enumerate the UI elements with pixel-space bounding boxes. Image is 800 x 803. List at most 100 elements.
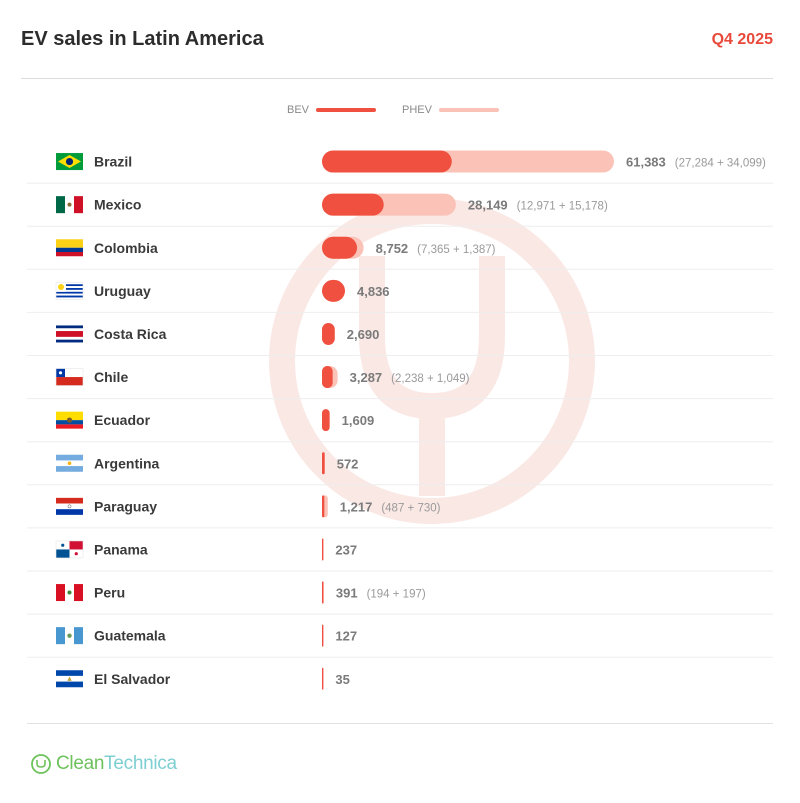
flag-colombia-part bbox=[56, 247, 83, 252]
legend-label-phev: PHEV bbox=[402, 104, 432, 116]
breakdown-label-chile: (2,238 + 1,049) bbox=[391, 373, 469, 385]
flag-ecuador-part bbox=[56, 411, 83, 421]
flag-uruguay-part bbox=[58, 284, 64, 291]
country-label-ecuador: Ecuador bbox=[94, 412, 151, 428]
bar-bev-colombia bbox=[322, 236, 358, 259]
header-divider bbox=[21, 78, 773, 79]
flag-mexico-part bbox=[74, 196, 83, 214]
total-label-uruguay: 4,836 bbox=[357, 284, 390, 299]
country-label-brazil: Brazil bbox=[94, 154, 132, 170]
flag-guatemala-part bbox=[74, 627, 83, 645]
flag-guatemala-part bbox=[67, 633, 72, 638]
flag-costa-rica-part bbox=[56, 331, 83, 337]
flag-uruguay-part bbox=[56, 289, 83, 292]
total-label-el-salvador: 35 bbox=[335, 672, 349, 687]
flag-uruguay-part bbox=[56, 288, 83, 290]
flag-uruguay-part bbox=[56, 293, 83, 296]
country-label-mexico: Mexico bbox=[94, 197, 141, 213]
total-label-peru: 391 bbox=[336, 586, 358, 601]
flag-peru-part bbox=[74, 584, 83, 602]
flag-chile-part bbox=[56, 368, 83, 378]
breakdown-label-paraguay: (487 + 730) bbox=[381, 502, 440, 514]
total-label-panama: 237 bbox=[335, 542, 357, 557]
flag-panama-part bbox=[74, 552, 78, 556]
total-label-costa-rica: 2,690 bbox=[347, 327, 380, 342]
footer-divider bbox=[27, 723, 773, 724]
flag-colombia-part bbox=[56, 239, 83, 248]
flag-argentina-part bbox=[56, 454, 83, 461]
legend-label-bev: BEV bbox=[287, 104, 310, 116]
total-label-mexico: 28,149 bbox=[468, 198, 508, 213]
flag-ecuador-part bbox=[66, 417, 73, 423]
flag-el-salvador-part bbox=[56, 681, 83, 688]
brand-name: CleanTechnica bbox=[56, 753, 177, 775]
flag-el-salvador-part bbox=[67, 676, 72, 681]
legend-swatch-bev bbox=[316, 108, 377, 112]
flag-ecuador-part bbox=[56, 424, 83, 429]
country-label-peru: Peru bbox=[94, 585, 125, 601]
bar-bev-ecuador bbox=[322, 409, 330, 432]
flag-argentina-part bbox=[67, 461, 72, 466]
country-label-argentina: Argentina bbox=[94, 455, 160, 471]
bar-bev-brazil bbox=[322, 150, 452, 173]
total-label-chile: 3,287 bbox=[350, 370, 383, 385]
legend-item-phev: PHEV bbox=[402, 104, 499, 116]
bar-bev-uruguay bbox=[322, 279, 346, 302]
brand-part1: Clean bbox=[56, 753, 105, 774]
bar-chart: Brazil 61,383 (27,284 + 34,099) Mexico 28,14… bbox=[27, 150, 773, 690]
bar-bev-costa-rica bbox=[322, 322, 335, 345]
country-label-costa-rica: Costa Rica bbox=[94, 326, 167, 342]
country-label-panama: Panama bbox=[94, 541, 148, 557]
flag-el-salvador-part bbox=[56, 670, 83, 676]
flag-uruguay-part bbox=[56, 282, 83, 285]
total-label-ecuador: 1,609 bbox=[342, 413, 375, 428]
country-label-guatemala: Guatemala bbox=[94, 628, 166, 644]
bar-bev-panama bbox=[322, 538, 324, 561]
bar-bev-peru bbox=[322, 581, 324, 604]
flag-mexico-part bbox=[56, 196, 65, 214]
total-label-argentina: 572 bbox=[337, 456, 359, 471]
breakdown-label-colombia: (7,365 + 1,387) bbox=[417, 244, 495, 256]
legend-item-bev: BEV bbox=[287, 104, 377, 116]
country-label-colombia: Colombia bbox=[94, 240, 158, 256]
bar-bev-mexico bbox=[322, 193, 384, 216]
flag-argentina-part bbox=[56, 466, 83, 472]
flag-paraguay-part bbox=[56, 503, 83, 510]
country-label-chile: Chile bbox=[94, 369, 128, 385]
flag-chile-part bbox=[56, 377, 83, 386]
flag-guatemala-part bbox=[56, 627, 65, 645]
flag-costa-rica-part bbox=[56, 325, 83, 329]
flag-uruguay-part bbox=[56, 297, 83, 300]
flag-uruguay-part bbox=[56, 284, 83, 287]
brand-part2: Technica bbox=[104, 753, 177, 774]
breakdown-label-mexico: (12,971 + 15,178) bbox=[517, 201, 608, 213]
flag-panama-part bbox=[56, 549, 70, 558]
flag-brazil-part bbox=[65, 157, 74, 166]
flag-paraguay-part bbox=[56, 509, 83, 515]
breakdown-label-peru: (194 + 197) bbox=[367, 589, 426, 601]
period-label: Q4 2025 bbox=[711, 31, 773, 48]
bar-bev-argentina bbox=[322, 452, 325, 475]
total-label-paraguay: 1,217 bbox=[340, 499, 373, 514]
breakdown-label-brazil: (27,284 + 34,099) bbox=[675, 158, 766, 170]
total-label-brazil: 61,383 bbox=[626, 155, 666, 170]
flag-paraguay-part bbox=[56, 497, 83, 504]
flag-panama-part bbox=[55, 540, 84, 559]
flag-panama-part bbox=[61, 543, 65, 547]
flag-uruguay-part bbox=[56, 295, 83, 298]
footer-logo: CleanTechnica bbox=[30, 753, 177, 775]
country-label-el-salvador: El Salvador bbox=[94, 671, 171, 687]
flag-uruguay-part bbox=[56, 286, 83, 289]
country-label-uruguay: Uruguay bbox=[94, 283, 151, 299]
flag-chile-part bbox=[58, 371, 63, 375]
flag-costa-rica-part bbox=[56, 339, 83, 343]
chart-title: EV sales in Latin America bbox=[21, 28, 264, 50]
cleantechnica-logo-icon bbox=[31, 754, 51, 774]
total-label-colombia: 8,752 bbox=[376, 241, 409, 256]
legend: BEV PHEV bbox=[0, 104, 800, 120]
flag-colombia-part bbox=[56, 252, 83, 257]
flag-peru-part bbox=[56, 584, 65, 602]
bar-bev-el-salvador bbox=[322, 667, 324, 690]
flag-panama-part bbox=[69, 540, 83, 550]
bar-bev-paraguay bbox=[322, 495, 325, 518]
